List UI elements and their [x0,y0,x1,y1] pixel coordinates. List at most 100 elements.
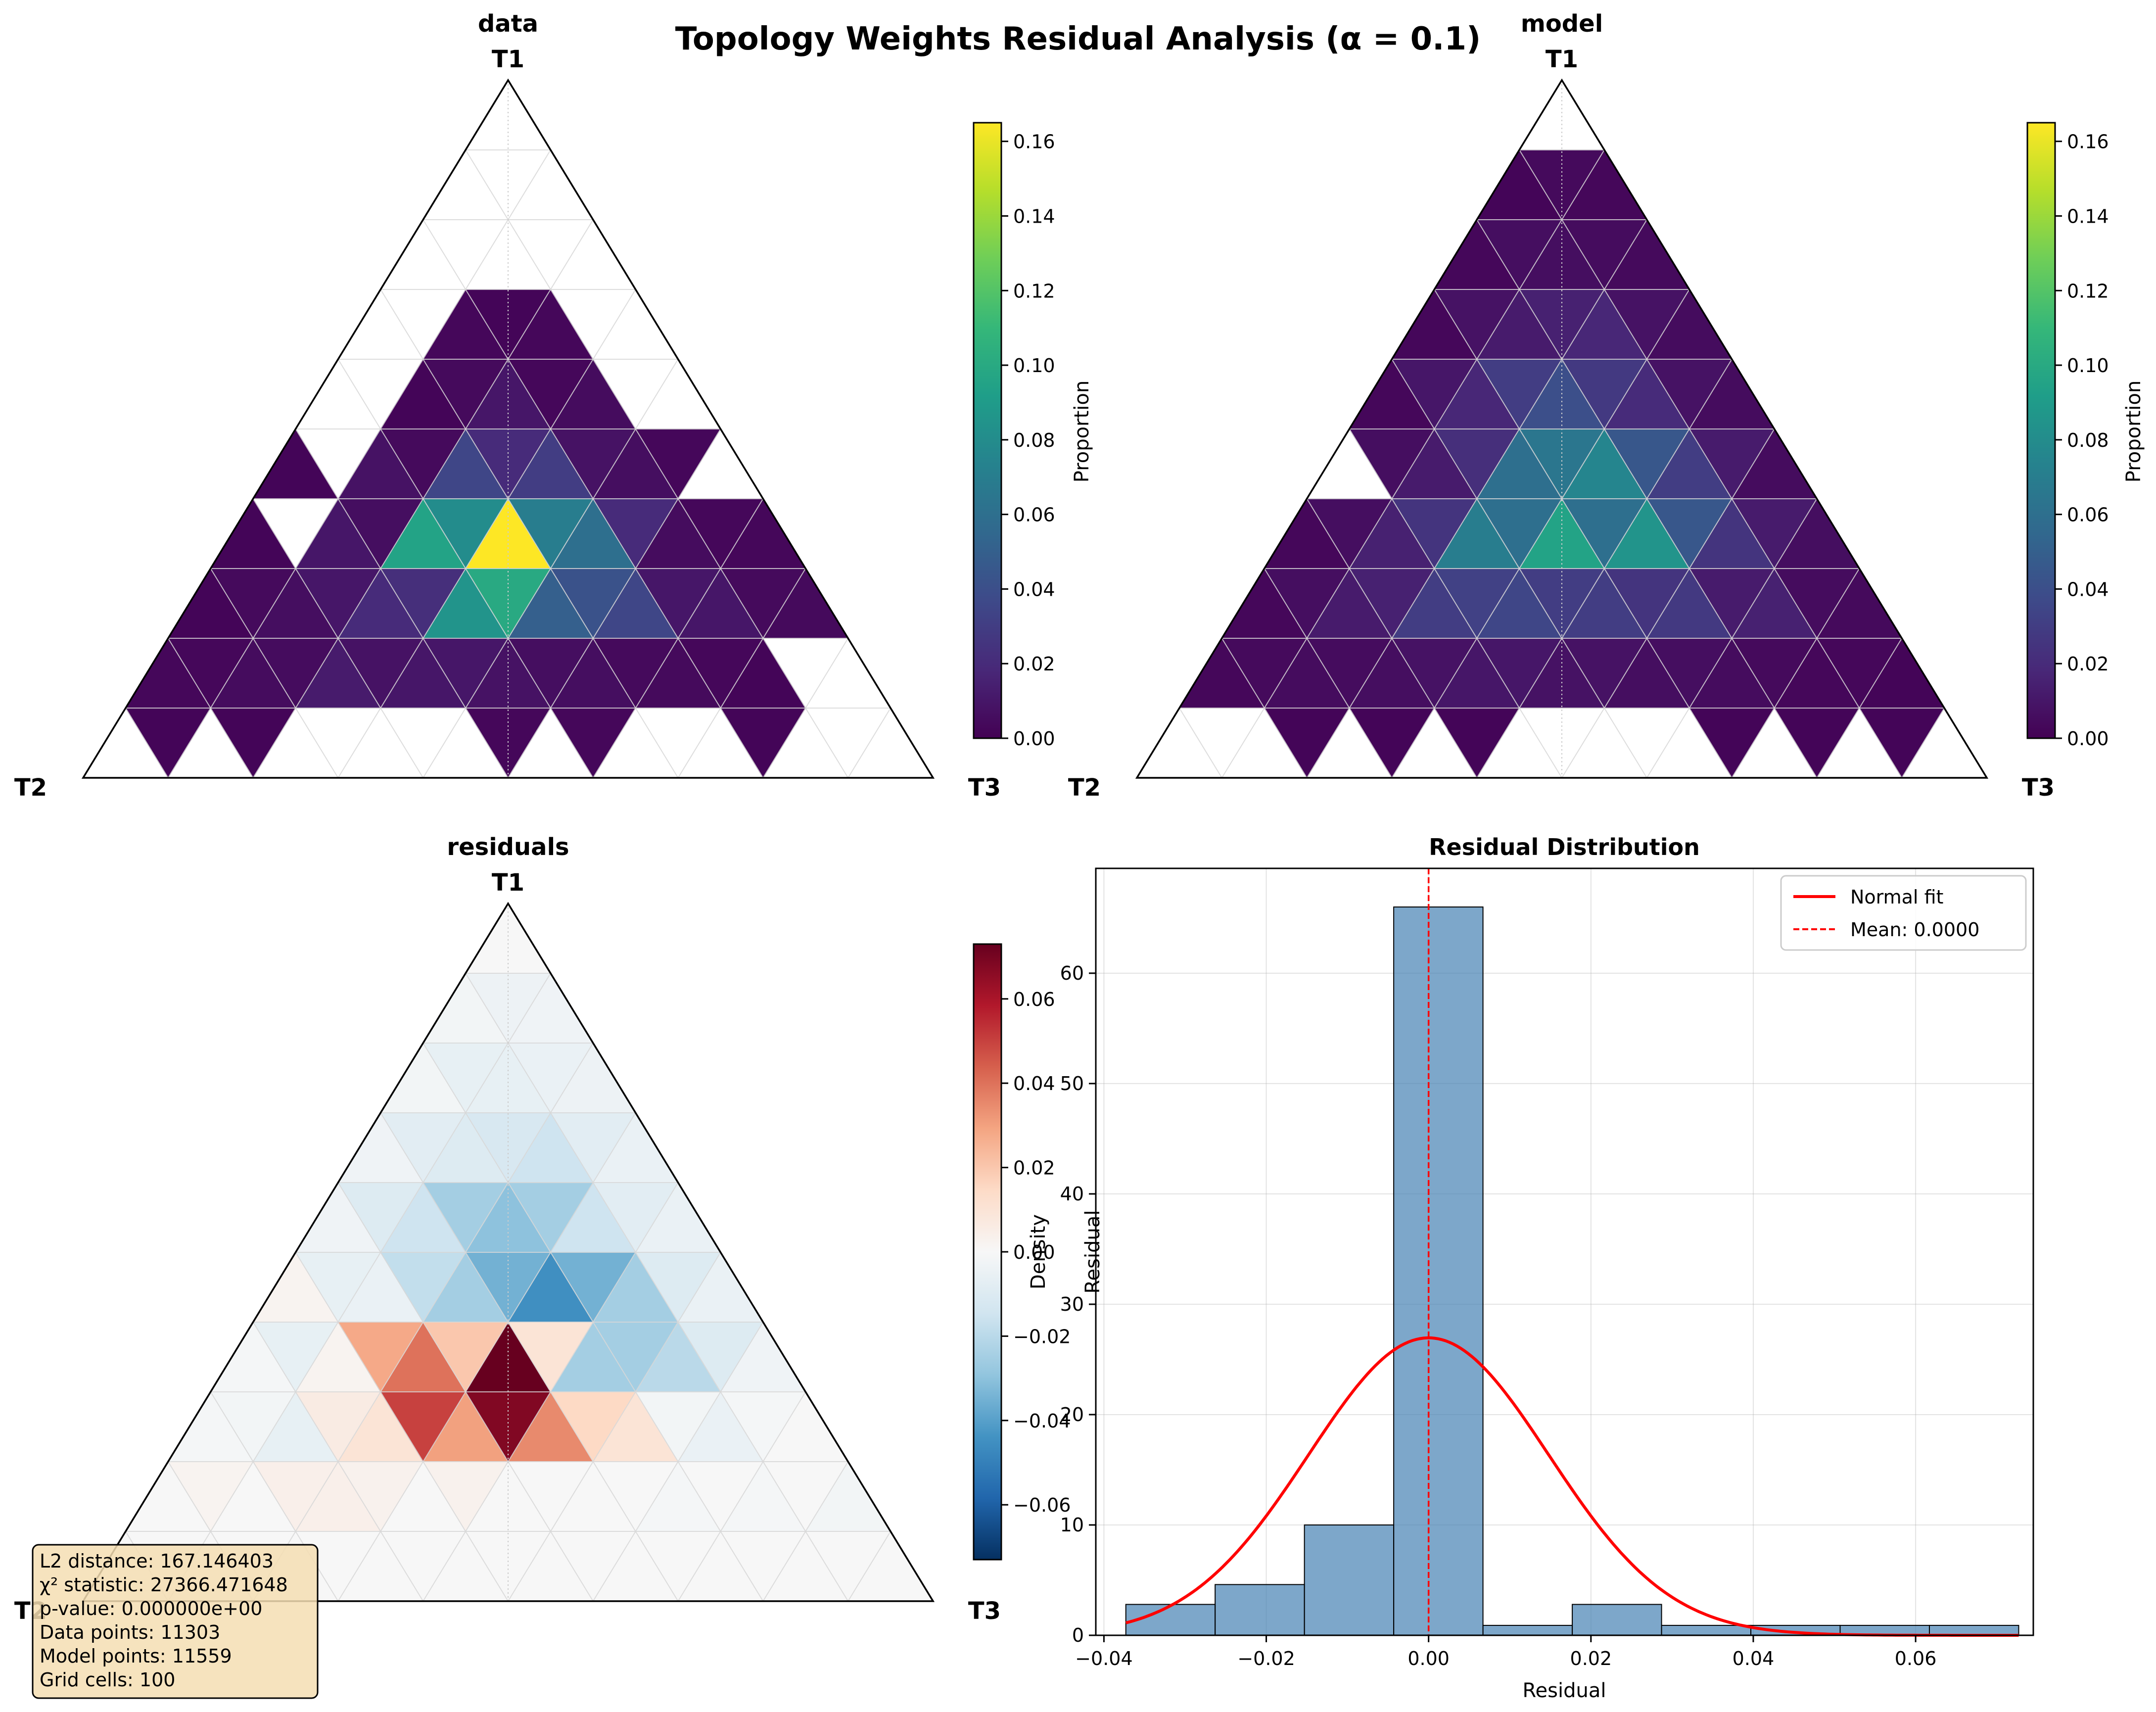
colorbar-tick-label: 0.08 [1013,429,1055,451]
grid-line [1391,289,1690,778]
grid-line [167,149,551,778]
colorbar-tick-label: −0.04 [1013,1410,1071,1432]
grid-line [295,1252,509,1602]
grid-line [1179,708,1222,778]
x-tick-label: 0.06 [1895,1648,1937,1669]
stats-box: L2 distance: 167.146403 χ² statistic: 27… [32,1544,319,1699]
hist-ylabel: Density [1027,1214,1050,1289]
colorbar-tick-label: 0.16 [2067,131,2109,153]
grid-line [465,973,849,1602]
ternary-cell [1859,708,1945,778]
y-tick-label: 50 [1060,1073,1084,1094]
colorbar-tick-label: 0.12 [2067,280,2109,302]
colorbar-tick-label: 0.12 [1013,280,1055,302]
grid-line [1434,289,1733,778]
panel-title: model [1521,10,1603,38]
legend-mean-label: Mean: 0.0000 [1850,919,1979,941]
colorbar-tick-label: 0.08 [2067,429,2109,451]
stat-data-points: Data points: 11303 [40,1621,220,1643]
grid-line [465,149,849,778]
triangle-frame [81,902,935,1602]
hist-bar [1215,1584,1305,1636]
ternary-cell [210,708,296,778]
triangle-frame [1135,78,1989,779]
grid-line [1519,149,1903,778]
colorbar-label: Proportion [2122,380,2145,482]
grid [125,904,891,1602]
colorbar-tick-label: 0.00 [1013,1241,1055,1263]
ternary-cell [252,428,339,499]
hist-bar [1661,1624,1752,1636]
grid-line [1221,149,1605,778]
hist-bar [1393,906,1484,1636]
ternary-cell [1774,708,1860,778]
grid-line [210,568,339,778]
hist-legend: Normal fit Mean: 0.0000 [1780,875,2027,951]
x-tick-label: −0.02 [1237,1648,1295,1669]
x-tick-label: 0.04 [1733,1648,1775,1669]
y-tick-label: 30 [1060,1293,1084,1315]
grid-line [1901,708,1945,778]
vertex-label-right: T3 [968,774,1001,802]
ternary-cell [125,708,211,778]
grid-line [422,219,764,778]
cells [1179,149,1945,778]
colorbar-tick-label: 0.02 [1013,653,1055,675]
hist-grid [1096,868,2033,1636]
ternary-residuals-panel: residuals T1 T2 T3 −0.06−0.04−0.020.000.… [14,833,1104,1625]
grid-line [1476,219,1818,778]
stat-chi-square: χ² statistic: 27366.471648 [40,1574,288,1596]
colorbar-tick-label: −0.06 [1013,1494,1071,1516]
colorbar-tick-label: 0.02 [1013,1157,1055,1179]
normal-fit-layer [1125,868,2019,1637]
colorbar-tick-label: 0.00 [1013,728,1055,750]
hist-bar [1304,1524,1395,1636]
colorbar-tick-label: 0.00 [2067,728,2109,750]
grid-line [380,289,679,778]
y-tick-label: 20 [1060,1404,1084,1426]
x-tick-label: 0.02 [1570,1648,1612,1669]
legend-box [1780,875,2027,951]
colorbar-tick-label: 0.14 [1013,205,1055,227]
residual-histogram-panel: Residual Distribution −0.04 −0.02 0.00 0.02… [1027,834,2034,1702]
x-tick-label: 0.00 [1407,1648,1450,1669]
y-tick-label: 0 [1072,1624,1084,1646]
colorbar-tick-label: 0.06 [2067,504,2109,526]
colorbar-tick-label: 0.10 [1013,355,1055,377]
colorbar-tick-label: 0.04 [2067,578,2109,600]
hist-frame [1095,867,2034,1636]
grid-line [337,289,636,778]
grid-line [1306,219,1647,778]
colorbar-tick-label: 0.06 [1013,989,1055,1010]
panel-title: data [478,10,538,38]
grid [1179,80,1945,778]
colorbar-tick-label: 0.10 [2067,355,2109,377]
grid-line [1264,568,1393,778]
colorbar-tick-label: 0.06 [1013,504,1055,526]
grid-line [252,1043,594,1602]
y-tick-label: 60 [1060,962,1084,984]
colorbar-bar [973,122,1002,739]
grid [125,80,891,778]
ternary-cell [210,498,296,569]
figure-title: Topology Weights Residual Analysis (α = … [675,21,1481,57]
grid-line [847,708,891,778]
hist-bar [1482,1624,1573,1636]
colorbar-tick-label: 0.04 [1013,578,1055,600]
ternary-model-panel: model T1 T2 T3 0.000.020.040.060.080.100… [1068,10,2145,802]
ternary-cell [550,708,636,778]
colorbar-tick-label: 0.14 [2067,205,2109,227]
ternary-cell [465,903,551,974]
stat-p-value: p-value: 0.000000e+00 [40,1598,262,1619]
vertex-label-left: T2 [1068,774,1101,802]
frame [81,902,935,1602]
hist-title: Residual Distribution [1429,834,1700,860]
grid-line [125,708,169,778]
grid-line [847,1531,891,1602]
vertex-label-right: T3 [2022,774,2055,802]
x-tick-label: −0.04 [1075,1648,1132,1669]
vertex-label-top: T1 [492,869,524,897]
colorbar-tick-label: 0.16 [1013,131,1055,153]
cells [125,289,849,778]
